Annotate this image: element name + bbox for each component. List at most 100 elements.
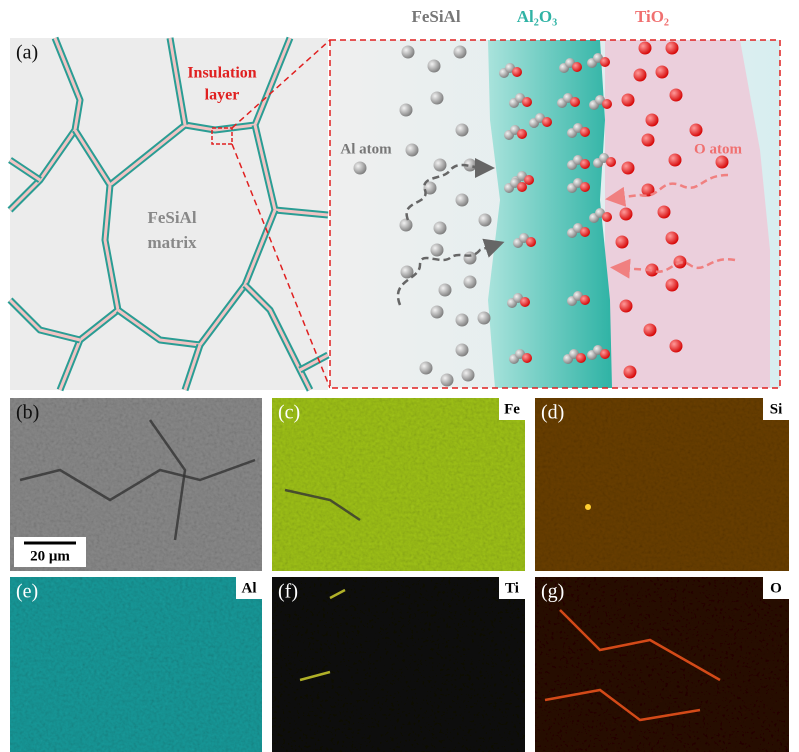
element-tag-bg	[236, 577, 262, 599]
map-image	[10, 577, 262, 752]
molecule-o	[570, 97, 580, 107]
matrix-label: matrix	[147, 233, 197, 252]
al2o3-header: Al₂O₃	[517, 7, 557, 26]
molecule-o	[512, 67, 522, 77]
map-feature	[559, 609, 721, 682]
boundary-inner	[9, 158, 41, 182]
element-maps: (b) 20 μm (c) Fe (d) Si (e) Al (f) Ti (g) O	[10, 398, 789, 752]
molecule-o	[522, 353, 532, 363]
matrix-label: FeSiAl	[147, 208, 196, 227]
al-atom	[455, 313, 469, 327]
zoom-frame	[329, 39, 781, 389]
o-atom	[668, 153, 682, 167]
molecule-o	[517, 182, 527, 192]
zoom-line	[231, 39, 331, 129]
molecule-o	[520, 297, 530, 307]
molecule-o	[600, 349, 610, 359]
panel-label: (a)	[16, 42, 38, 64]
panel-label: (d)	[541, 402, 564, 424]
al-atom	[427, 59, 441, 73]
al-atom	[461, 368, 475, 382]
panel-label: (b)	[16, 402, 39, 424]
al-atom-label: Al atom	[340, 141, 392, 157]
al-atom	[453, 45, 467, 59]
molecule-o	[602, 99, 612, 109]
al-atom	[430, 243, 444, 257]
o-atom	[657, 205, 671, 219]
al-atom	[463, 275, 477, 289]
tio2-header: TiO₂	[635, 7, 669, 26]
boundary-inner	[168, 37, 187, 126]
molecule-o	[542, 117, 552, 127]
grain-boundaries	[7, 36, 330, 392]
scale-bar-label: 20 μm	[30, 548, 70, 564]
insulation-label: Insulation	[187, 65, 256, 82]
o-atom	[669, 88, 683, 102]
molecule-o	[580, 182, 590, 192]
al-atom	[455, 343, 469, 357]
map-image	[535, 398, 789, 571]
element-tag-bg	[763, 577, 789, 599]
al-atom	[430, 305, 444, 319]
o-atom	[633, 68, 647, 82]
al-atom	[440, 373, 454, 387]
al-atom	[477, 311, 491, 325]
molecule-o	[580, 227, 590, 237]
molecule-o	[606, 157, 616, 167]
map-feature	[284, 488, 361, 522]
o-atom	[621, 93, 635, 107]
al-atom	[399, 218, 413, 232]
panel-label: (f)	[278, 581, 298, 603]
al-atom	[455, 123, 469, 137]
panel-label: (c)	[278, 402, 300, 424]
al-atom	[455, 193, 469, 207]
atoms	[353, 41, 729, 387]
o-atom	[665, 41, 679, 55]
al-diffusion-arrow	[405, 157, 495, 221]
map-feature	[329, 588, 346, 600]
o-atom-label: O atom	[694, 141, 742, 157]
o-atom	[615, 235, 629, 249]
element-tag-bg	[499, 398, 525, 420]
al-atom	[401, 45, 415, 59]
al-atom	[463, 158, 477, 172]
o-atom	[623, 365, 637, 379]
o-atom	[645, 113, 659, 127]
al-atom	[430, 91, 444, 105]
o-atom	[715, 155, 729, 169]
o-diffusion-arrow	[610, 257, 736, 279]
o-atom	[665, 278, 679, 292]
o-atom	[621, 161, 635, 175]
si-spot	[585, 504, 591, 510]
map-image	[535, 577, 789, 752]
panel-label: (e)	[16, 581, 38, 603]
al-atom	[433, 221, 447, 235]
element-tag-bg	[499, 577, 525, 599]
boundary-inner	[73, 37, 292, 187]
molecule-o	[576, 353, 586, 363]
tio2-region	[605, 40, 770, 388]
element-tag: Fe	[504, 401, 520, 417]
o-atom	[655, 65, 669, 79]
al-atom	[419, 361, 433, 375]
al-atom	[423, 181, 437, 195]
molecule-o	[600, 57, 610, 67]
element-tag: Si	[770, 401, 783, 417]
zoom-line	[231, 143, 331, 389]
element-tag-bg	[763, 398, 789, 420]
map-feature	[299, 670, 331, 682]
o-atom	[665, 231, 679, 245]
o-atom	[641, 183, 655, 197]
molecule-o	[580, 159, 590, 169]
fesial-header: FeSiAl	[411, 7, 460, 26]
molecule-o	[572, 62, 582, 72]
molecule-o	[602, 212, 612, 222]
al-atom	[433, 158, 447, 172]
molecule-o	[522, 97, 532, 107]
boundary-inner	[243, 283, 312, 391]
al-atom	[463, 251, 477, 265]
al-atom	[399, 103, 413, 117]
boundary-inner	[8, 298, 81, 342]
molecule-o	[526, 237, 536, 247]
